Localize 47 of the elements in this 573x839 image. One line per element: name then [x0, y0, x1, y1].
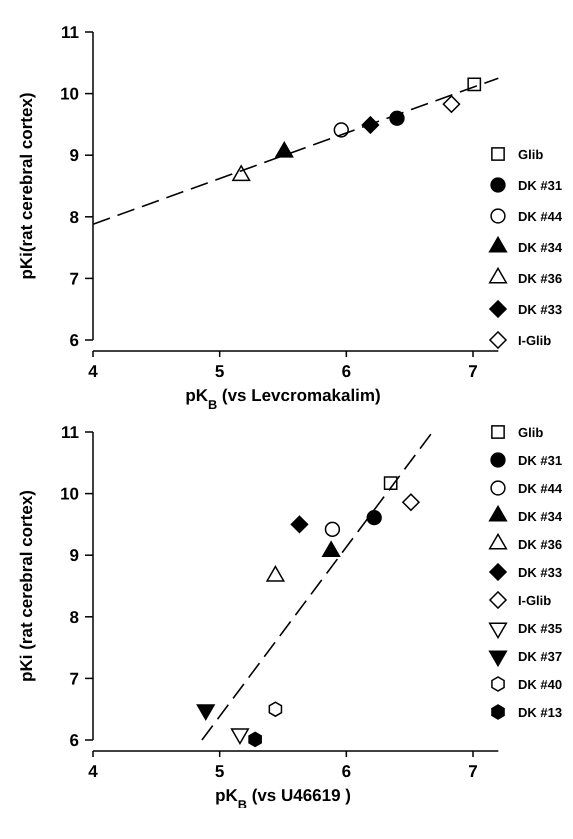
y-tick-label: 9 [70, 546, 79, 566]
legend-label: Glib [518, 425, 544, 440]
x-tick-label: 7 [468, 762, 478, 781]
y-tick-label: 10 [60, 84, 79, 104]
legend-label: DK #35 [518, 621, 562, 636]
y-tick-label: 8 [70, 608, 79, 627]
y-axis-title: pKi (rat cerebral cortex) [17, 490, 36, 682]
y-tick-label: 8 [70, 208, 79, 227]
legend-label: DK #40 [518, 677, 562, 692]
x-tick-label: 7 [468, 362, 478, 381]
legend-label: DK #36 [518, 537, 562, 552]
legend-label: DK #36 [518, 271, 562, 286]
x-tick-label: 6 [342, 362, 352, 381]
legend-label: DK #31 [518, 453, 562, 468]
point [248, 732, 262, 748]
y-tick-label: 11 [61, 23, 79, 42]
legend-label: DK #44 [518, 481, 563, 496]
point [366, 510, 382, 526]
point [268, 701, 282, 717]
y-tick-label: 6 [70, 731, 79, 750]
y-tick-label: 6 [70, 331, 79, 350]
y-tick-label: 9 [70, 146, 79, 166]
legend-label: I-Glib [518, 333, 552, 348]
legend-label: DK #44 [518, 209, 563, 224]
legend-label: DK #13 [518, 705, 562, 720]
legend-label: I-Glib [518, 593, 552, 608]
point [402, 493, 420, 512]
legend-label: DK #31 [518, 178, 562, 193]
y-tick-label: 7 [70, 269, 79, 288]
legend-label: DK #33 [518, 565, 562, 580]
y-tick-label: 7 [70, 669, 79, 688]
legend-label: DK #34 [518, 240, 563, 255]
y-tick-label: 11 [61, 423, 79, 442]
x-tick-label: 5 [214, 762, 224, 781]
x-axis-title: pK$_{B}$ (vs Levcromakalim) [185, 386, 381, 412]
legend-label: Glib [518, 147, 544, 162]
point [324, 522, 340, 537]
x-tick-label: 4 [88, 762, 98, 781]
legend-label: DK #33 [518, 302, 562, 317]
point [290, 516, 308, 534]
legend-label: DK #34 [518, 509, 563, 524]
x-tick-label: 6 [342, 762, 352, 781]
y-tick-label: 10 [60, 484, 79, 504]
y-axis-title: pKi(rat cerebral cortex) [17, 92, 36, 280]
x-tick-label: 5 [214, 362, 224, 381]
legend-label: DK #37 [518, 649, 562, 664]
x-tick-label: 4 [88, 362, 98, 381]
